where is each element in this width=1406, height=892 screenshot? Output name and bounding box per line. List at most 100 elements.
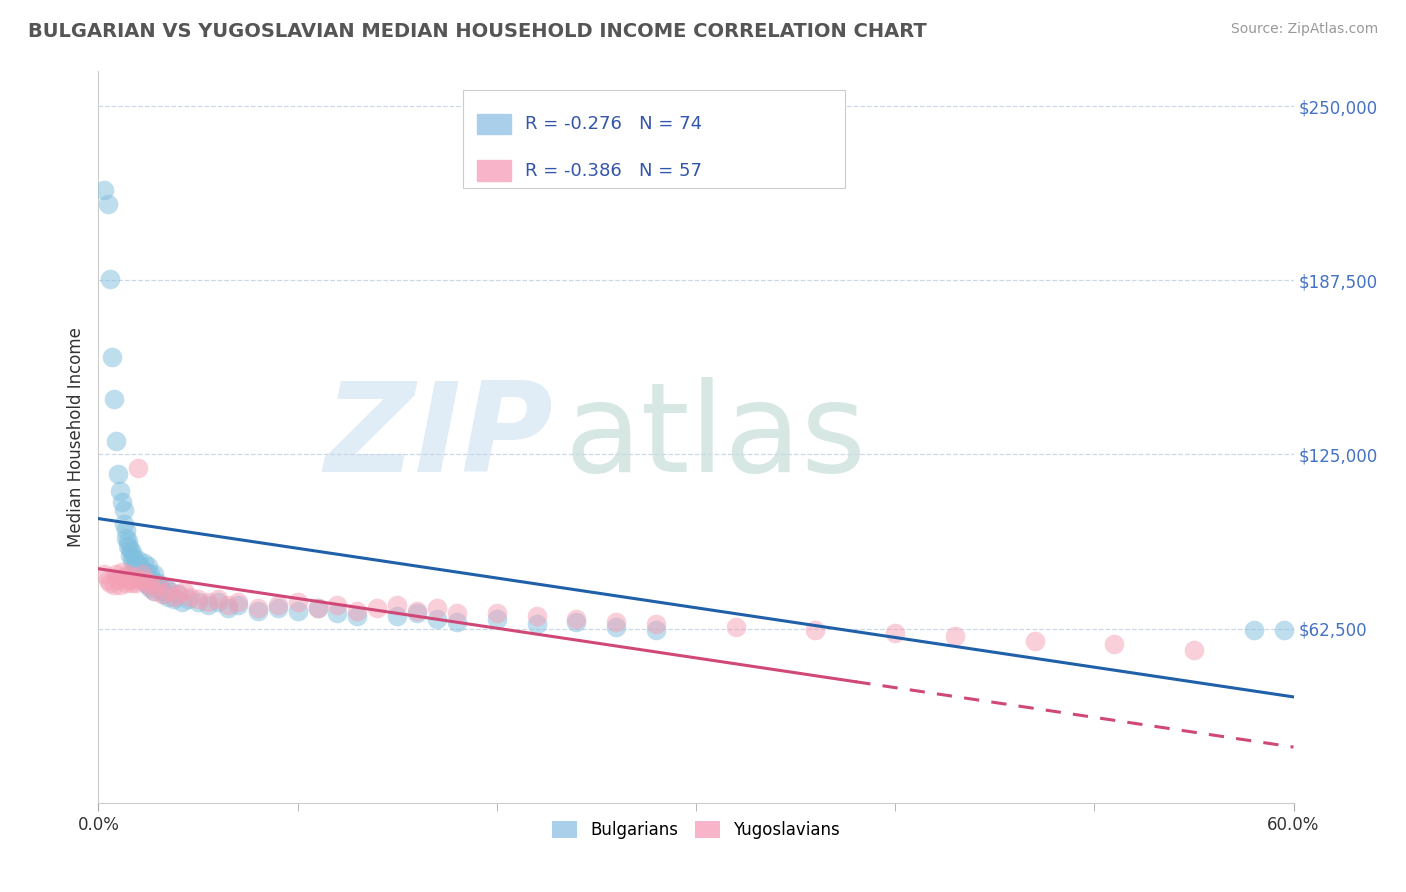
Point xyxy=(187,592,209,607)
Point xyxy=(804,623,827,637)
Point xyxy=(136,558,159,573)
Point xyxy=(217,600,239,615)
Point xyxy=(526,617,548,632)
Point xyxy=(1243,623,1265,637)
Point xyxy=(148,578,170,592)
Point xyxy=(145,578,167,592)
Point xyxy=(125,562,148,576)
Point xyxy=(120,548,142,562)
Point xyxy=(326,607,349,621)
Point xyxy=(111,495,134,509)
Point xyxy=(120,542,142,557)
Point xyxy=(93,183,115,197)
Point xyxy=(565,612,588,626)
Point xyxy=(406,603,429,617)
Point xyxy=(131,562,153,576)
Point xyxy=(167,587,190,601)
Point xyxy=(446,615,468,629)
Point xyxy=(127,565,149,579)
Point xyxy=(103,392,125,406)
Point xyxy=(943,629,966,643)
Point xyxy=(163,592,186,607)
Point xyxy=(134,556,156,570)
Point xyxy=(134,573,156,587)
Point xyxy=(426,600,449,615)
Point xyxy=(121,545,143,559)
Point xyxy=(485,607,508,621)
Y-axis label: Median Household Income: Median Household Income xyxy=(66,327,84,547)
Point xyxy=(143,567,166,582)
Point xyxy=(139,567,162,582)
Point xyxy=(226,595,249,609)
Point xyxy=(112,517,135,532)
Point xyxy=(115,523,138,537)
Point xyxy=(124,550,146,565)
Point xyxy=(645,623,668,637)
Point xyxy=(207,595,229,609)
Point xyxy=(267,598,290,612)
Point xyxy=(1182,642,1205,657)
Point xyxy=(101,350,124,364)
Point xyxy=(307,600,329,615)
Point xyxy=(103,578,125,592)
FancyBboxPatch shape xyxy=(477,114,510,135)
Point xyxy=(143,584,166,599)
Point xyxy=(115,575,138,590)
Point xyxy=(149,578,172,592)
Point xyxy=(139,581,162,595)
Point xyxy=(125,575,148,590)
Point xyxy=(287,595,309,609)
Point xyxy=(125,556,148,570)
Point xyxy=(1104,637,1126,651)
Point xyxy=(127,553,149,567)
Point xyxy=(131,570,153,584)
Point xyxy=(97,196,120,211)
Point xyxy=(141,573,163,587)
Point xyxy=(105,567,128,582)
Text: Source: ZipAtlas.com: Source: ZipAtlas.com xyxy=(1230,22,1378,37)
Point xyxy=(136,578,159,592)
Point xyxy=(112,570,135,584)
Point xyxy=(159,584,181,599)
Point xyxy=(485,612,508,626)
Point xyxy=(307,600,329,615)
Point xyxy=(157,584,180,599)
Point xyxy=(366,600,388,615)
Point xyxy=(884,625,907,640)
Point xyxy=(197,598,219,612)
Point xyxy=(1272,623,1295,637)
Point xyxy=(117,533,139,548)
FancyBboxPatch shape xyxy=(477,161,510,181)
Point xyxy=(143,584,166,599)
Point xyxy=(124,558,146,573)
Point xyxy=(287,603,309,617)
Point xyxy=(111,565,134,579)
Point xyxy=(115,531,138,545)
FancyBboxPatch shape xyxy=(463,90,845,188)
Point xyxy=(385,598,409,612)
Point xyxy=(112,503,135,517)
Point xyxy=(267,600,290,615)
Point xyxy=(155,581,177,595)
Point xyxy=(217,598,239,612)
Point xyxy=(150,587,173,601)
Point xyxy=(121,553,143,567)
Point xyxy=(153,587,176,601)
Point xyxy=(177,592,200,607)
Text: R = -0.276   N = 74: R = -0.276 N = 74 xyxy=(524,115,702,133)
Point xyxy=(135,575,157,590)
Point xyxy=(97,573,120,587)
Point xyxy=(346,609,368,624)
Point xyxy=(446,607,468,621)
Point xyxy=(385,609,409,624)
Text: R = -0.386   N = 57: R = -0.386 N = 57 xyxy=(524,161,702,179)
Text: ZIP: ZIP xyxy=(323,376,553,498)
Point xyxy=(163,590,186,604)
Point xyxy=(326,598,349,612)
Point xyxy=(135,565,157,579)
Point xyxy=(526,609,548,624)
Point xyxy=(98,272,122,286)
Point xyxy=(246,600,269,615)
Point xyxy=(110,483,132,498)
Point xyxy=(124,570,146,584)
